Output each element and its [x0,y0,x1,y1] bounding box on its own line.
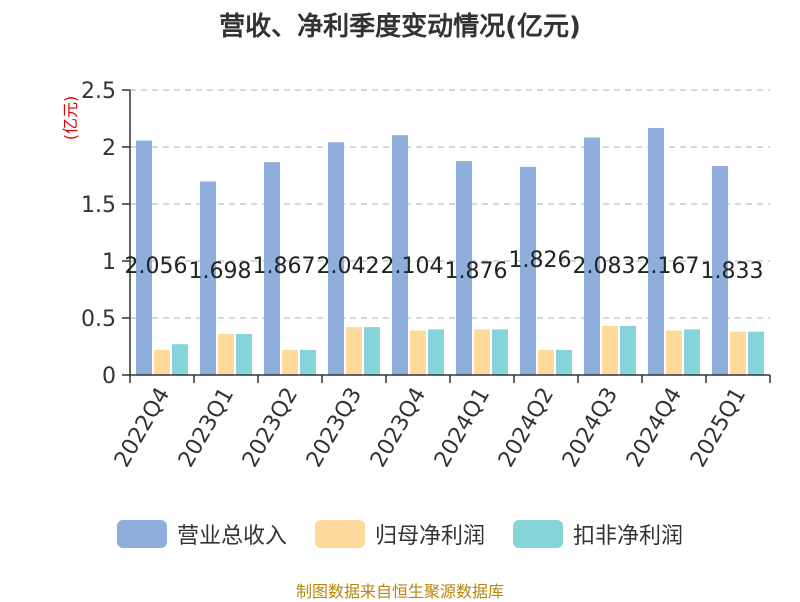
x-tick-label: 2024Q3 [558,384,623,472]
data-label: 1.833 [701,259,764,284]
y-tick-label: 1 [102,250,116,275]
x-tick-label: 2024Q1 [430,384,495,472]
bar [456,161,472,375]
bar [346,327,362,375]
bar [410,330,426,375]
y-tick-label: 1.5 [81,193,116,218]
bar [556,349,572,375]
legend-label: 归母净利润 [374,524,485,549]
data-label: 2.167 [637,254,700,279]
legend-label: 营业总收入 [176,524,287,549]
bar [730,331,746,375]
legend: 营业总收入 归母净利润 扣非净利润 [0,518,800,550]
y-tick-label: 0 [102,364,116,389]
x-tick-label: 2023Q2 [238,384,303,472]
data-label: 2.104 [381,254,444,279]
data-label: 1.826 [509,248,572,273]
bar [282,349,298,375]
x-tick-label: 2023Q1 [174,384,239,472]
bar [620,325,636,375]
bar [520,166,536,375]
bars [136,127,764,375]
y-tick-label: 2.5 [81,79,116,104]
bar [538,349,554,375]
data-label: 2.056 [125,254,188,279]
y-tick-label: 2 [102,136,116,161]
bar [136,140,152,375]
bar [200,181,216,375]
bar [684,329,700,375]
bar [154,349,170,375]
bar [748,331,764,375]
legend-label: 扣非净利润 [573,524,684,549]
legend-item[interactable]: 营业总收入 [116,518,287,550]
x-tick-label: 2024Q4 [622,384,687,472]
x-tick-label: 2022Q4 [110,384,175,472]
data-label: 2.042 [317,254,380,279]
bar [364,327,380,375]
data-label: 1.867 [253,254,316,279]
bar [264,162,280,375]
bar [172,344,188,375]
legend-swatch [314,520,365,548]
data-labels: 2.056 1.698 1.867 2.042 2.104 1.876 1.826 2.083… [125,248,764,284]
chart-title: 营收、净利季度变动情况(亿元) [219,12,581,42]
bar [648,127,664,375]
bar [392,135,408,375]
bar [218,333,234,375]
legend-item[interactable]: 扣非净利润 [513,518,683,550]
source-note: 制图数据来自恒生聚源数据库 [295,582,504,601]
x-tick-label: 2023Q4 [366,384,431,472]
bar [602,325,618,375]
bar [492,329,508,375]
bar [666,330,682,375]
data-label: 2.083 [573,254,636,279]
legend-swatch [513,520,563,548]
bar [712,166,728,375]
bar [328,142,344,375]
bar [300,349,316,375]
x-tick-label: 2025Q1 [686,384,751,472]
bar [236,333,252,375]
data-label: 1.876 [445,259,508,284]
y-tick-label: 0.5 [81,307,116,332]
legend-swatch [116,520,167,548]
bar [428,329,444,375]
legend-item[interactable]: 归母净利润 [314,518,485,550]
bar [474,329,490,375]
bar [584,137,600,375]
y-axis-label: (亿元) [61,96,80,141]
x-tick-label: 2024Q2 [494,384,559,472]
data-label: 1.698 [189,259,252,284]
x-tick-label: 2023Q3 [302,384,367,472]
